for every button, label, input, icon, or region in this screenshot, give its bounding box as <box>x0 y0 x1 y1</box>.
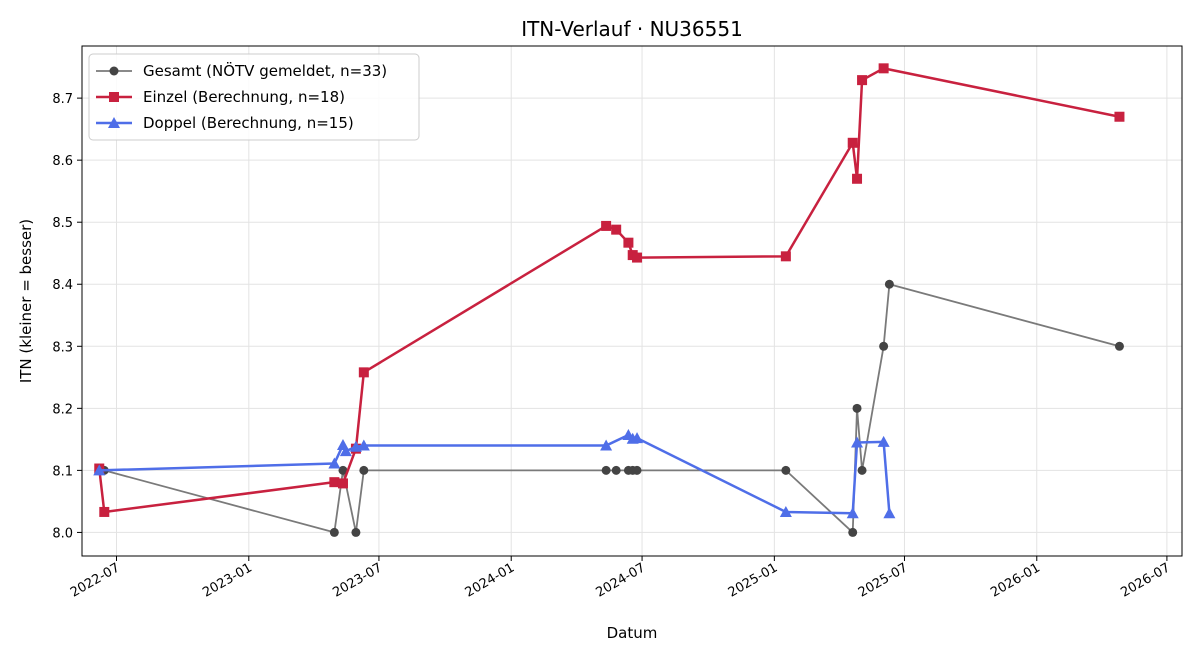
data-point-gesamt <box>601 465 611 475</box>
x-axis-label: Datum <box>607 624 658 642</box>
data-point-einzel <box>857 75 868 86</box>
legend-box <box>88 53 420 141</box>
series-layer <box>93 63 1125 537</box>
data-point-doppel <box>357 439 370 451</box>
y-axis-label: ITN (kleiner = besser) <box>17 219 35 383</box>
data-point-einzel <box>358 367 369 378</box>
series-einzel <box>94 63 1125 517</box>
y-tick-label: 8.4 <box>52 278 73 293</box>
y-tick-label: 8.3 <box>52 340 73 355</box>
data-point-einzel <box>878 63 889 74</box>
data-point-einzel <box>99 506 110 517</box>
data-point-einzel <box>780 251 791 262</box>
y-tick-label: 8.2 <box>52 402 73 417</box>
y-tick-label: 8.0 <box>52 526 73 541</box>
data-point-gesamt <box>852 403 862 413</box>
y-tick-label: 8.7 <box>52 92 73 107</box>
data-point-einzel <box>632 252 643 263</box>
data-point-gesamt <box>884 279 894 289</box>
y-tick-label: 8.1 <box>52 464 73 479</box>
legend: Gesamt (NÖTV gemeldet, n=33) Einzel (Bere… <box>88 53 420 141</box>
data-point-doppel <box>877 435 890 447</box>
data-point-einzel <box>623 237 634 248</box>
data-point-gesamt <box>338 465 348 475</box>
data-point-doppel <box>851 436 864 448</box>
data-point-gesamt <box>848 527 858 537</box>
series-doppel <box>93 429 896 519</box>
data-point-einzel <box>1114 111 1125 122</box>
y-tick-label: 8.5 <box>52 216 73 231</box>
legend-marker-doppel <box>108 117 120 128</box>
legend-label-gesamt: Gesamt (NÖTV gemeldet, n=33) <box>143 61 387 80</box>
data-point-einzel <box>611 224 622 235</box>
data-point-gesamt <box>329 527 339 537</box>
series-gesamt <box>99 279 1124 537</box>
data-point-doppel <box>779 505 792 517</box>
data-point-doppel <box>339 445 352 457</box>
legend-label-einzel: Einzel (Berechnung, n=18) <box>143 88 345 106</box>
data-point-gesamt <box>1114 341 1124 351</box>
plot-frame <box>81 45 1183 557</box>
data-point-doppel <box>631 432 644 444</box>
data-point-gesamt <box>611 465 621 475</box>
data-point-einzel <box>337 478 348 489</box>
data-point-gesamt <box>632 465 642 475</box>
legend-marker-gesamt <box>109 66 119 76</box>
data-point-gesamt <box>857 465 867 475</box>
data-point-gesamt <box>781 465 791 475</box>
data-point-doppel <box>328 457 341 469</box>
data-point-doppel <box>846 507 859 519</box>
data-point-einzel <box>329 477 340 488</box>
data-point-gesamt <box>351 527 361 537</box>
data-point-einzel <box>601 220 612 231</box>
chart-title: ITN-Verlauf · NU36551 <box>521 17 743 41</box>
data-point-einzel <box>852 173 863 184</box>
data-point-doppel <box>600 439 613 451</box>
legend-label-doppel: Doppel (Berechnung, n=15) <box>143 114 354 132</box>
y-tick-label: 8.6 <box>52 154 73 169</box>
data-point-doppel <box>93 464 106 476</box>
legend-marker-einzel <box>109 92 119 102</box>
data-point-einzel <box>847 137 858 148</box>
data-point-doppel <box>883 507 896 519</box>
data-point-gesamt <box>359 465 369 475</box>
data-point-gesamt <box>879 341 889 351</box>
